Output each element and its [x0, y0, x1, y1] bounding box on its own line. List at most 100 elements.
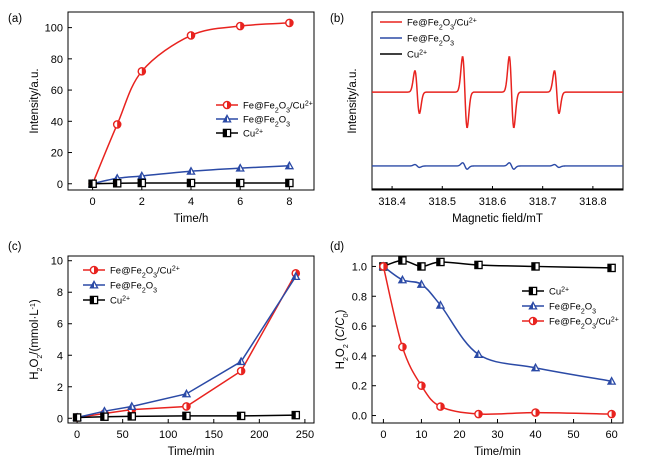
data-point-fill: [187, 167, 191, 175]
x-axis-label: Time/min: [474, 446, 521, 458]
panel-c: 0 50 100 150 200 250 0 2 4 6 8 10 Time/min H2O2/(mmol…: [8, 241, 315, 458]
y-tick-label: 40: [51, 116, 63, 128]
legend-marker-fill: [223, 115, 227, 122]
data-point-fill: [138, 179, 142, 187]
y-tick-label: 0.2: [352, 381, 367, 393]
y-tick-label: 0: [57, 413, 63, 425]
y-tick-label: 0.8: [352, 291, 367, 303]
x-tick-label: 150: [205, 429, 223, 441]
panel-d: 0 10 20 30 40 50 60 0.0 0.2 0.4 0.6 0.8 1.0 Time/min H…: [330, 241, 624, 458]
legend-marker-fill: [533, 317, 537, 325]
y-axis-label: H2O2 (C/C0): [335, 310, 350, 370]
data-point-fill: [292, 411, 296, 419]
data-point-fill: [474, 350, 479, 358]
y-tick-label: 0.6: [352, 321, 367, 333]
panel-label: (d): [330, 241, 344, 253]
x-axis-label: Time/min: [168, 446, 215, 458]
y-axis-label: Intensity/a.u.: [347, 68, 359, 133]
panel-label: (c): [8, 241, 22, 253]
y-tick-label: 60: [51, 85, 63, 97]
data-point-fill: [436, 301, 441, 309]
x-tick-label: 10: [415, 429, 427, 441]
data-point-fill: [117, 120, 121, 129]
legend-marker-fill: [227, 101, 231, 109]
series-line-1: [372, 162, 623, 170]
data-point-fill: [531, 364, 536, 371]
legend-entry: Fe@Fe2O3: [380, 34, 454, 47]
data-point-fill: [237, 412, 242, 420]
y-tick-label: 20: [51, 148, 63, 160]
legend-label: Fe@Fe2O3/Cu2+: [110, 265, 180, 279]
y-tick-label: 100: [45, 23, 63, 35]
data-point-fill: [89, 180, 93, 188]
x-tick-label: 250: [296, 429, 314, 441]
x-tick-label: 100: [159, 429, 177, 441]
data-point-fill: [100, 413, 105, 421]
data-point-fill: [191, 31, 195, 40]
legend-entry: Cu2+: [83, 295, 130, 307]
x-tick-label: 318.5: [429, 196, 457, 208]
legend-entry: Fe@Fe2O3/Cu2+: [216, 100, 313, 114]
data-point-fill: [292, 272, 296, 280]
x-tick-label: 4: [188, 196, 194, 208]
data-point-fill: [436, 258, 441, 266]
y-tick-label: 4: [57, 350, 63, 362]
legend-label: Cu2+: [243, 128, 263, 140]
data-point-fill: [285, 179, 290, 187]
legend-label: Fe@Fe2O3/Cu2+: [407, 17, 477, 31]
x-tick-label: 200: [250, 429, 268, 441]
y-tick-label: 0: [57, 179, 63, 191]
data-point-fill: [611, 410, 616, 418]
legend-marker-fill: [529, 287, 533, 295]
series-line-0: [372, 56, 623, 129]
data-point-fill: [100, 407, 105, 415]
legend-label: Fe@Fe2O3: [243, 115, 290, 129]
legend-entry: Cu2+: [522, 286, 569, 298]
panel-a: 0 2 4 6 8020406080100Time/hIntensity/a.u.(a)…: [8, 11, 315, 225]
panel-b: 318.4 318.5 318.6 318.7 318.8 Magnetic field/…: [330, 11, 624, 225]
legend-marker-fill: [90, 296, 94, 304]
data-point-fill: [285, 162, 290, 169]
y-tick-label: 2: [57, 382, 63, 394]
y-axis-label: Intensity/a.u.: [29, 68, 41, 133]
legend-marker-fill: [90, 281, 94, 288]
y-tick-label: 0.0: [352, 411, 367, 423]
legend-entry: Fe@Fe2O3/Cu2+: [380, 17, 477, 31]
legend-entry: Fe@Fe2O3/Cu2+: [83, 265, 180, 279]
data-point-fill: [398, 256, 403, 265]
data-point-fill: [531, 262, 536, 271]
legend-marker-fill: [94, 266, 98, 274]
data-point-fill: [402, 343, 407, 351]
legend-label: Fe@Fe2O3/Cu2+: [243, 100, 313, 114]
data-point-fill: [182, 390, 187, 397]
data-point-fill: [289, 19, 294, 27]
series-line-2: [382, 266, 612, 416]
data-point-fill: [398, 276, 403, 283]
panel-label: (b): [330, 13, 344, 25]
data-point-fill: [113, 179, 118, 187]
legend-entry: Fe@Fe2O3/Cu2+: [522, 316, 619, 330]
data-point-fill: [421, 382, 426, 390]
legend-entry: Cu2+: [216, 128, 263, 140]
legend-marker-fill: [223, 129, 227, 137]
legend-marker-fill: [529, 302, 533, 309]
data-point-fill: [417, 280, 422, 288]
legend-label: Cu2+: [407, 49, 427, 61]
data-point-fill: [141, 67, 146, 75]
legend-entry: Fe@Fe2O3: [83, 280, 157, 295]
data-point-fill: [241, 367, 245, 375]
data-point-fill: [535, 408, 540, 417]
x-tick-label: 30: [491, 429, 503, 441]
legend-entry: Fe@Fe2O3: [216, 114, 290, 129]
x-tick-label: 318.4: [378, 196, 406, 208]
data-point-fill: [128, 412, 132, 420]
legend-label: Fe@Fe2O3: [110, 281, 157, 295]
x-tick-label: 6: [237, 196, 243, 208]
x-tick-label: 318.6: [479, 196, 507, 208]
legend-label: Cu2+: [110, 295, 130, 307]
data-point-fill: [240, 22, 244, 30]
data-point-fill: [186, 402, 191, 411]
data-point-fill: [236, 179, 241, 187]
legend-label: Fe@Fe2O3: [549, 302, 596, 316]
legend-label: Cu2+: [549, 286, 569, 298]
